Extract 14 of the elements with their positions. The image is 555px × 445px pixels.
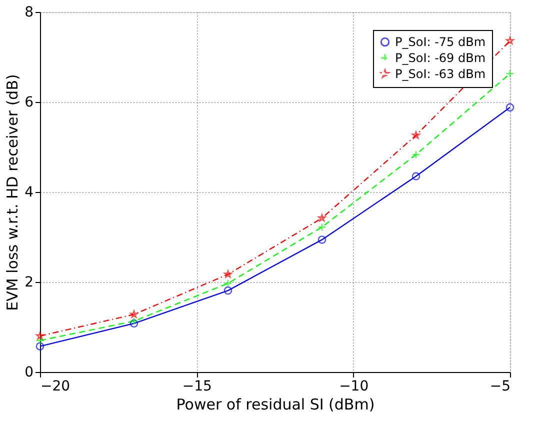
y-tick-label: 8 [24,4,34,20]
y-tick-label: 2 [24,274,34,290]
x-tick-label: −20 [40,378,70,394]
x-axis-title: Power of residual SI (dBm) [176,396,375,414]
y-tick-label: 4 [24,184,34,200]
x-tick-label: −5 [490,378,510,394]
x-tick-label: −10 [339,378,369,394]
y-tick-label: 0 [24,364,34,380]
legend-label: P_SoI: -75 dBm [395,35,486,49]
x-tick-label: −15 [182,378,212,394]
y-axis-title: EVM loss w.r.t. HD receiver (dB) [4,74,22,311]
y-tick-label: 6 [24,94,34,110]
legend-label: P_SoI: -63 dBm [395,67,486,81]
legend-label: P_SoI: -69 dBm [395,51,486,65]
